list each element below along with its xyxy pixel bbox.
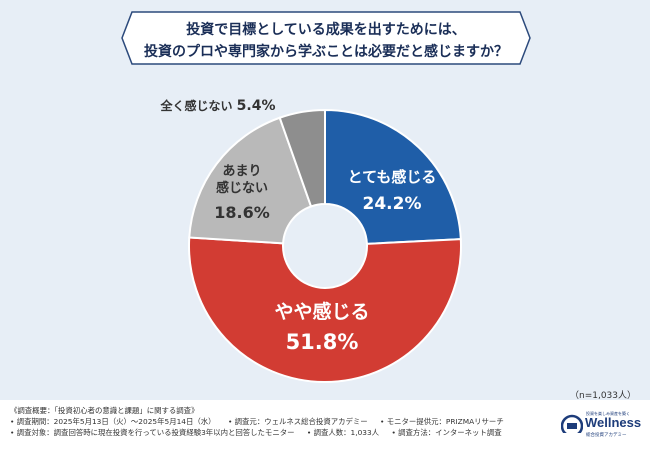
slice-value-3: 18.6% (214, 203, 270, 222)
footer-line-3: • 調査対象：調査回答時に現在投資を行っている投資経験3年以内と回答したモニター… (10, 428, 550, 439)
slice-label-3-line-1: あまり (222, 164, 261, 179)
donut-slice-3 (188, 116, 313, 245)
slice-label-4: 全く感じない 5.4% (159, 98, 275, 114)
question-line-2: 投資のプロや専門家から学ぶことは必要だと感じますか？ (144, 44, 508, 60)
donut-slice-2 (188, 236, 462, 383)
sample-size-note: （n=1,033人） (569, 391, 636, 401)
slice-label-group-2: やや感じる 51.8% (274, 300, 369, 354)
wellness-logo: 投資を楽しみ資産を築く Wellness 総合投資アカデミー (561, 411, 645, 441)
survey-source: • 調査元：ウェルネス総合投資アカデミー (227, 416, 368, 426)
slice-label-1: とても感じる (348, 168, 437, 186)
logo-tagline: 投資を楽しみ資産を築く (586, 411, 630, 416)
footer-line-2: • 調査期間：2025年5月13日（火）～2025年5月14日（水） • 調査元… (10, 417, 550, 428)
donut-slice-4 (278, 108, 326, 208)
survey-target: • 調査対象：調査回答時に現在投資を行っている投資経験3年以内と回答したモニター (10, 427, 295, 437)
monitor-provider: • モニター提供元：PRIZMAリサーチ (380, 416, 504, 426)
slice-value-2: 51.8% (286, 330, 359, 354)
logo-mark-icon (561, 414, 583, 438)
logo-wordmark: Wellness (585, 415, 642, 430)
survey-footer: 《調査概要：「投資初心者の意識と課題」に関する調査》 • 調査期間：2025年5… (10, 406, 550, 438)
survey-period: • 調査期間：2025年5月13日（火）～2025年5月14日（水） (10, 416, 216, 426)
slice-value-1: 24.2% (363, 194, 422, 214)
donut-slice-1 (324, 108, 462, 245)
slice-label-group-1: とても感じる 24.2% (348, 168, 437, 214)
question-frame (121, 11, 531, 65)
survey-count: • 調査人数：1,033人 (306, 427, 380, 437)
footer-line-1: 《調査概要：「投資初心者の意識と課題」に関する調査》 (10, 406, 199, 415)
slice-label-group-4: 全く感じない 5.4% (159, 98, 275, 114)
slice-label-2: やや感じる (274, 300, 369, 323)
question-line-1: 投資で目標としている成果を出すためには、 (186, 22, 466, 38)
slice-label-3-line-2: 感じない (216, 180, 268, 196)
logo-subtitle: 総合投資アカデミー (586, 433, 627, 438)
question-banner: 投資で目標としている成果を出すためには、 投資のプロや専門家から学ぶことは必要だ… (120, 10, 532, 66)
survey-method: • 調査方法：インターネット調査 (391, 427, 502, 437)
